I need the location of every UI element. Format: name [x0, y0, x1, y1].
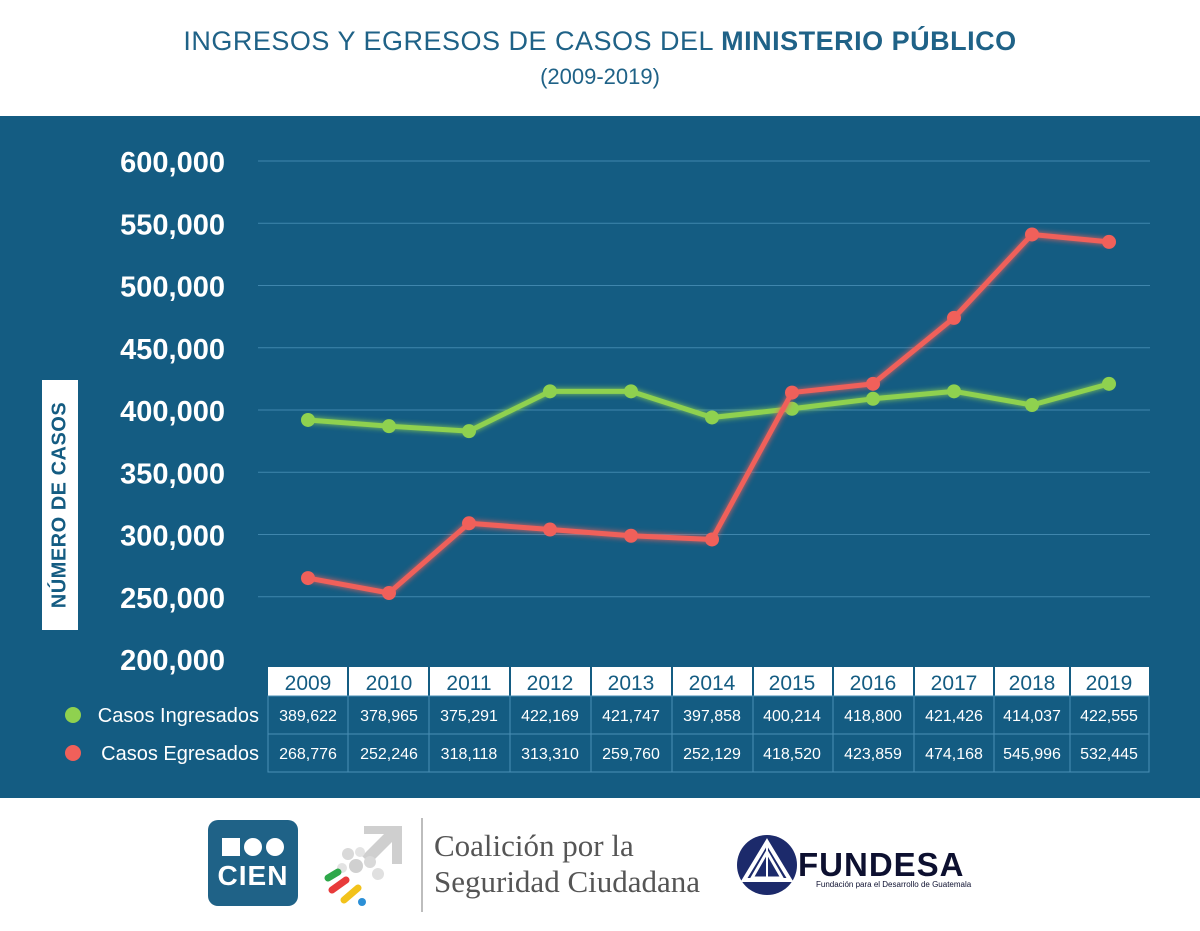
data-point	[382, 419, 396, 434]
data-point	[866, 376, 880, 391]
x-tick-label: 2016	[850, 672, 897, 695]
y-tick-label: 450,000	[120, 334, 225, 366]
fundesa-logo-text: FUNDESA	[798, 846, 965, 883]
data-point	[301, 412, 315, 427]
data-point	[624, 384, 638, 399]
chart-title: INGRESOS Y EGRESOS DE CASOS DEL MINISTER…	[183, 26, 1017, 56]
y-tick-label: 500,000	[120, 272, 225, 304]
fundesa-logo-subtext: Fundación para el Desarrollo de Guatemal…	[816, 880, 972, 889]
data-label: 268,776	[279, 746, 337, 763]
line-chart: 200,000 250,000 300,000 350,000 400,000 450,0…	[65, 147, 1150, 773]
data-label: 318,118	[441, 746, 498, 763]
coalicion-logo-icon	[324, 826, 402, 906]
x-tick-label: 2011	[446, 672, 491, 695]
data-label: 313,310	[521, 746, 579, 763]
data-label: 418,520	[763, 746, 821, 763]
y-tick-label: 400,000	[120, 396, 225, 428]
y-axis-label: NÚMERO DE CASOS	[48, 401, 71, 609]
data-label: 474,168	[925, 746, 983, 763]
legend-marker	[65, 745, 81, 761]
data-point	[382, 586, 396, 601]
data-point	[462, 424, 476, 439]
data-point	[705, 532, 719, 547]
data-point	[785, 401, 799, 416]
data-point	[705, 410, 719, 425]
data-label: 421,747	[602, 708, 660, 725]
x-tick-label: 2019	[1086, 672, 1133, 695]
x-tick-label: 2018	[1009, 672, 1056, 695]
data-label: 422,169	[521, 708, 579, 725]
legend-marker	[65, 707, 81, 723]
data-label: 532,445	[1080, 746, 1138, 763]
data-point	[543, 384, 557, 399]
header: INGRESOS Y EGRESOS DE CASOS DEL MINISTER…	[0, 0, 1200, 116]
data-label: 252,246	[360, 746, 418, 763]
data-label: 375,291	[440, 708, 498, 725]
data-label: 423,859	[844, 746, 902, 763]
data-point	[947, 384, 961, 399]
year-header-row	[268, 667, 1149, 696]
coalicion-line-2: Seguridad Ciudadana	[434, 864, 701, 899]
data-label: 545,996	[1003, 746, 1061, 763]
data-point	[1025, 227, 1039, 242]
y-tick-label: 350,000	[120, 458, 225, 490]
data-point	[1025, 398, 1039, 413]
data-point	[866, 391, 880, 406]
x-tick-label: 2014	[689, 672, 736, 695]
x-tick-label: 2009	[285, 672, 332, 695]
data-label: 400,214	[763, 708, 821, 725]
data-point	[301, 571, 315, 586]
x-tick-label: 2017	[931, 672, 978, 695]
data-label: 378,965	[360, 708, 418, 725]
x-tick-label: 2013	[608, 672, 655, 695]
footer	[0, 798, 1200, 931]
data-point	[624, 528, 638, 543]
y-tick-label: 600,000	[120, 147, 225, 179]
y-tick-label: 300,000	[120, 521, 225, 553]
data-point	[1102, 376, 1116, 391]
cien-logo: CIEN	[208, 820, 298, 906]
fundesa-logo-icon	[737, 835, 797, 895]
data-point	[1102, 234, 1116, 249]
data-label: 418,800	[844, 708, 902, 725]
data-point	[947, 310, 961, 325]
data-label: 397,858	[683, 708, 741, 725]
data-point	[543, 522, 557, 537]
y-axis-label-box	[42, 380, 78, 630]
cien-logo-dots	[222, 838, 284, 856]
legend-label: Casos Ingresados	[98, 705, 259, 727]
chart-panel: 200,000 250,000 300,000 350,000 400,000 450,0…	[0, 116, 1200, 798]
coalicion-line-1: Coalición por la	[434, 828, 634, 863]
legend-label: Casos Egresados	[101, 743, 259, 765]
data-label: 422,555	[1080, 708, 1138, 725]
series-line-ingresados	[305, 381, 1112, 434]
chart-subtitle: (2009-2019)	[540, 64, 660, 89]
data-label: 389,622	[279, 708, 337, 725]
data-label: 421,426	[925, 708, 983, 725]
coalicion-logo-text: Coalición por la Seguridad Ciudadana	[434, 828, 700, 900]
data-label: 259,760	[602, 746, 660, 763]
y-tick-label: 200,000	[120, 645, 225, 677]
y-tick-label: 550,000	[120, 209, 225, 241]
x-tick-label: 2012	[527, 672, 574, 695]
x-tick-label: 2015	[769, 672, 816, 695]
data-label: 252,129	[683, 746, 741, 763]
data-point	[785, 385, 799, 400]
data-label: 414,037	[1003, 708, 1061, 725]
y-tick-label: 250,000	[120, 583, 225, 615]
cien-logo-text: CIEN	[217, 860, 289, 891]
footer-divider	[421, 818, 423, 912]
data-point	[462, 516, 476, 531]
x-tick-label: 2010	[366, 672, 413, 695]
